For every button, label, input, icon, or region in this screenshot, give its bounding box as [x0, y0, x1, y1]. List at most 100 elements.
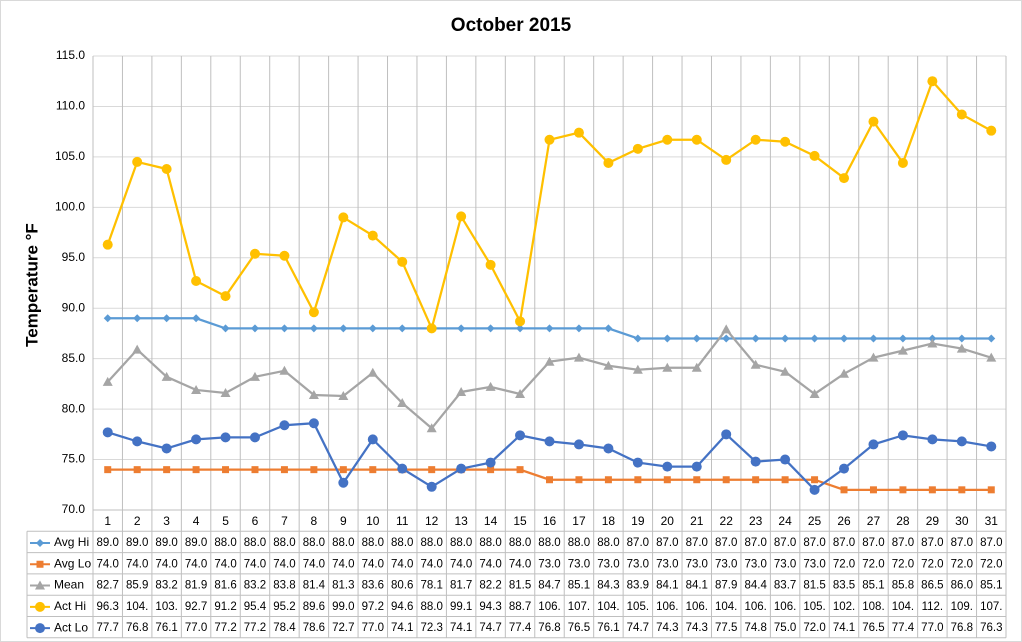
data-point — [898, 334, 907, 343]
data-point — [103, 314, 112, 323]
table-cell: 86.0 — [951, 580, 973, 592]
data-point — [546, 476, 553, 484]
table-cell: 74.0 — [126, 558, 148, 570]
table-cell: 73.0 — [803, 558, 825, 570]
table-cell: 106. — [744, 601, 766, 613]
legend-marker — [35, 623, 45, 634]
table-cell: 106. — [656, 601, 678, 613]
data-point — [132, 436, 143, 447]
data-point — [191, 434, 202, 445]
data-point — [515, 316, 526, 327]
data-point — [839, 368, 850, 378]
table-cell: 106. — [686, 601, 708, 613]
x-tick-label: 25 — [808, 514, 822, 528]
table-cell: 109. — [951, 601, 973, 613]
table-cell: 88.0 — [273, 537, 295, 549]
table-cell: 108. — [862, 601, 884, 613]
table-cell: 106. — [774, 601, 796, 613]
data-point — [662, 362, 673, 372]
table-cell: 88.0 — [391, 537, 413, 549]
data-point — [221, 324, 230, 333]
data-point — [928, 334, 937, 343]
data-point — [426, 323, 437, 334]
table-cell: 74.0 — [303, 558, 325, 570]
data-point — [279, 420, 290, 431]
legend-marker — [36, 560, 44, 568]
data-point — [398, 324, 407, 333]
data-point — [721, 324, 732, 334]
data-point — [161, 163, 172, 174]
x-tick-label: 4 — [193, 514, 200, 528]
table-cell: 76.8 — [951, 622, 973, 634]
table-cell: 76.8 — [126, 622, 148, 634]
table-cell: 76.5 — [862, 622, 884, 634]
table-cell: 88.0 — [538, 537, 560, 549]
data-point — [897, 157, 908, 168]
table-cell: 89.0 — [185, 537, 207, 549]
table-cell: 85.1 — [568, 580, 590, 592]
table-cell: 77.4 — [892, 622, 915, 634]
table-cell: 91.2 — [214, 601, 236, 613]
table-cell: 77.2 — [214, 622, 236, 634]
y-tick-label: 90.0 — [62, 300, 86, 314]
y-tick-label: 100.0 — [55, 200, 85, 214]
table-cell: 72.0 — [833, 558, 855, 570]
x-tick-label: 12 — [425, 514, 439, 528]
y-tick-label: 75.0 — [62, 452, 86, 466]
data-point — [573, 127, 584, 138]
data-point — [161, 443, 172, 454]
x-tick-label: 26 — [837, 514, 851, 528]
x-tick-label: 27 — [867, 514, 881, 528]
data-point — [338, 390, 349, 400]
legend-marker — [35, 580, 45, 590]
table-cell: 87.0 — [892, 537, 914, 549]
table-cell: 76.3 — [980, 622, 1002, 634]
data-point — [338, 212, 349, 223]
data-point — [750, 134, 761, 145]
data-point — [722, 476, 730, 484]
x-tick-label: 8 — [311, 514, 318, 528]
data-point — [781, 334, 790, 343]
data-point — [693, 476, 701, 484]
table-cell: 106. — [538, 601, 560, 613]
table-cell: 87.0 — [715, 537, 737, 549]
x-tick-label: 16 — [543, 514, 557, 528]
data-point — [574, 324, 583, 333]
table-cell: 73.0 — [627, 558, 649, 570]
table-cell: 88.0 — [332, 537, 354, 549]
data-point — [691, 461, 702, 472]
data-point — [603, 443, 614, 454]
data-point — [251, 466, 259, 474]
table-cell: 83.2 — [244, 580, 266, 592]
table-cell: 83.8 — [273, 580, 295, 592]
data-point — [573, 352, 584, 362]
table-cell: 87.0 — [803, 537, 825, 549]
table-cell: 105. — [803, 601, 825, 613]
data-point — [899, 486, 907, 494]
data-point — [810, 334, 819, 343]
data-point — [192, 466, 200, 474]
x-tick-label: 17 — [572, 514, 586, 528]
data-point — [102, 239, 113, 250]
data-point — [309, 324, 318, 333]
table-cell: 81.5 — [509, 580, 531, 592]
data-point — [662, 461, 673, 472]
table-cell: 88.7 — [509, 601, 531, 613]
table-cell: 85.8 — [892, 580, 914, 592]
table-cell: 82.7 — [97, 580, 119, 592]
data-point — [633, 334, 642, 343]
table-cell: 107. — [980, 601, 1002, 613]
table-cell: 74.0 — [244, 558, 266, 570]
table-cell: 88.0 — [450, 537, 472, 549]
data-point — [691, 134, 702, 145]
y-tick-label: 70.0 — [62, 502, 86, 516]
table-cell: 88.0 — [568, 537, 590, 549]
table-cell: 94.6 — [391, 601, 413, 613]
x-tick-label: 10 — [366, 514, 380, 528]
data-point — [927, 76, 938, 87]
data-point — [956, 343, 967, 353]
data-point — [457, 324, 466, 333]
table-cell: 81.3 — [332, 580, 354, 592]
